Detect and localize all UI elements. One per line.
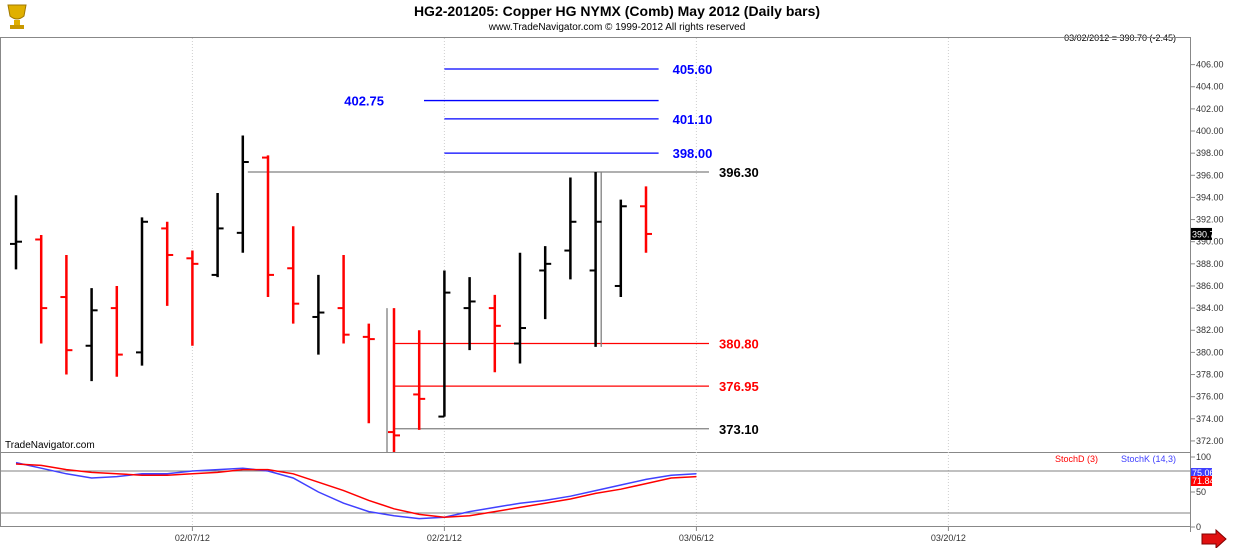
y-tick-label: 398.00: [1196, 148, 1224, 158]
ohlc-bar: [136, 217, 148, 366]
ohlc-bar: [413, 330, 426, 430]
ohlc-bar: [388, 308, 400, 452]
y-tick-label: 378.00: [1196, 370, 1224, 380]
x-tick-label: 02/07/12: [175, 533, 210, 543]
y-tick-label: 406.00: [1196, 60, 1224, 70]
ohlc-bar: [514, 252, 526, 364]
stoch-d-line: [15, 463, 697, 518]
ohlc-bar: [236, 135, 249, 253]
ohlc-bar: [186, 250, 199, 346]
ohlc-bar: [438, 270, 451, 418]
stoch-tick-label: 100: [1196, 452, 1211, 462]
ohlc-bar: [262, 155, 274, 298]
ohlc-bar: [85, 288, 98, 382]
y-tick-label: 390.00: [1196, 237, 1224, 247]
y-tick-label: 376.00: [1196, 392, 1224, 402]
level-label: 396.30: [719, 165, 759, 180]
ohlc-bar: [60, 254, 73, 375]
stoch-k-value: 75.06: [1192, 468, 1215, 478]
y-tick-label: 396.00: [1196, 170, 1224, 180]
ohlc-bar: [211, 192, 224, 278]
ohlc-bar: [10, 195, 22, 270]
date-axis: 02/07/12 02/21/12 03/06/12 03/20/12: [175, 526, 966, 543]
ohlc-bar: [362, 323, 375, 424]
ohlc-bar: [287, 226, 300, 324]
scroll-right-button[interactable]: [1201, 528, 1227, 548]
y-tick-label: 382.00: [1196, 325, 1224, 335]
ohlc-bar: [110, 285, 123, 377]
ohlc-bar: [337, 254, 350, 344]
ohlc-bar: [312, 274, 325, 355]
y-tick-label: 400.00: [1196, 126, 1224, 136]
level-label: 398.00: [673, 146, 713, 161]
y-tick-label: 402.00: [1196, 104, 1224, 114]
ohlc-bar: [463, 277, 476, 351]
x-tick-label: 03/06/12: [679, 533, 714, 543]
chart-title: HG2-201205: Copper HG NYMX (Comb) May 20…: [414, 3, 820, 19]
ohlc-bar: [640, 186, 652, 253]
price-axis: 372.00 374.00 376.00 378.00 380.00 382.00 384.…: [1190, 60, 1224, 446]
level-label: 405.60: [673, 62, 713, 77]
ohlc-bars: [10, 135, 652, 452]
stoch-d-value-box: [1191, 476, 1212, 486]
y-tick-label: 394.00: [1196, 192, 1224, 202]
y-tick-label: 392.00: [1196, 215, 1224, 225]
y-tick-label: 372.00: [1196, 436, 1224, 446]
x-tick-label: 02/21/12: [427, 533, 462, 543]
last-price-box: [1191, 227, 1212, 240]
price-levels: 405.60 402.75 401.10 398.00 396.30 380.80 376.…: [247, 62, 759, 452]
stoch-d-value: 71.84: [1192, 476, 1215, 486]
ohlc-bar: [564, 177, 577, 280]
ohlc-bar: [35, 235, 48, 344]
stoch-tick-label: 50: [1196, 487, 1206, 497]
stoch-k-legend: StochK (14,3): [1121, 454, 1176, 464]
watermark-text: TradeNavigator.com: [5, 440, 95, 451]
y-tick-label: 388.00: [1196, 259, 1224, 269]
level-label: 373.10: [719, 422, 759, 437]
ohlc-bar: [614, 199, 627, 298]
copyright-text: www.TradeNavigator.com © 1999-2012 All r…: [488, 22, 746, 33]
last-price-label: 390.70: [1192, 229, 1220, 239]
logo: [7, 4, 27, 29]
level-label: 376.95: [719, 379, 759, 394]
level-label: 401.10: [673, 112, 713, 127]
y-tick-label: 404.00: [1196, 82, 1224, 92]
ohlc-bar: [161, 221, 174, 306]
level-label: 402.75: [344, 94, 384, 109]
stoch-tick-label: 0: [1196, 522, 1201, 532]
stoch-d-legend: StochD (3): [1055, 454, 1098, 464]
y-tick-label: 374.00: [1196, 414, 1224, 424]
stoch-k-value-box: [1191, 468, 1212, 478]
right-arrow-icon: [1201, 528, 1227, 548]
level-label: 380.80: [719, 337, 759, 352]
ohlc-bar: [589, 171, 602, 347]
ohlc-bar: [539, 246, 552, 320]
y-tick-label: 384.00: [1196, 303, 1224, 313]
ohlc-bar: [488, 294, 501, 373]
y-tick-label: 380.00: [1196, 347, 1224, 357]
trophy-icon: [7, 4, 27, 29]
x-tick-label: 03/20/12: [931, 533, 966, 543]
stoch-panel-frame: [0, 452, 1191, 527]
y-tick-label: 386.00: [1196, 281, 1224, 291]
